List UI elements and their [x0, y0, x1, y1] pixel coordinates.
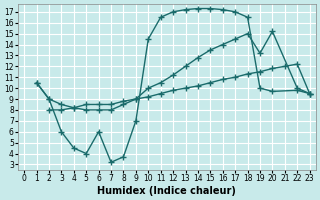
X-axis label: Humidex (Indice chaleur): Humidex (Indice chaleur) [98, 186, 236, 196]
